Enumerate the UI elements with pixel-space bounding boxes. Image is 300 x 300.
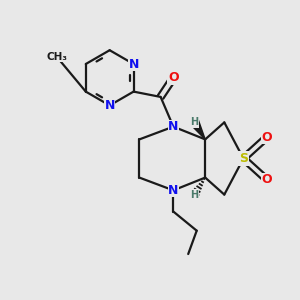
Text: O: O bbox=[168, 71, 179, 84]
Text: O: O bbox=[262, 173, 272, 186]
Text: CH₃: CH₃ bbox=[46, 52, 67, 61]
Text: N: N bbox=[128, 58, 139, 70]
Text: H: H bbox=[190, 117, 199, 128]
Text: N: N bbox=[168, 120, 178, 133]
Text: H: H bbox=[190, 190, 199, 200]
Text: N: N bbox=[168, 184, 178, 197]
Text: S: S bbox=[239, 152, 248, 165]
Polygon shape bbox=[191, 120, 205, 140]
Text: N: N bbox=[104, 99, 115, 112]
Text: O: O bbox=[262, 131, 272, 144]
